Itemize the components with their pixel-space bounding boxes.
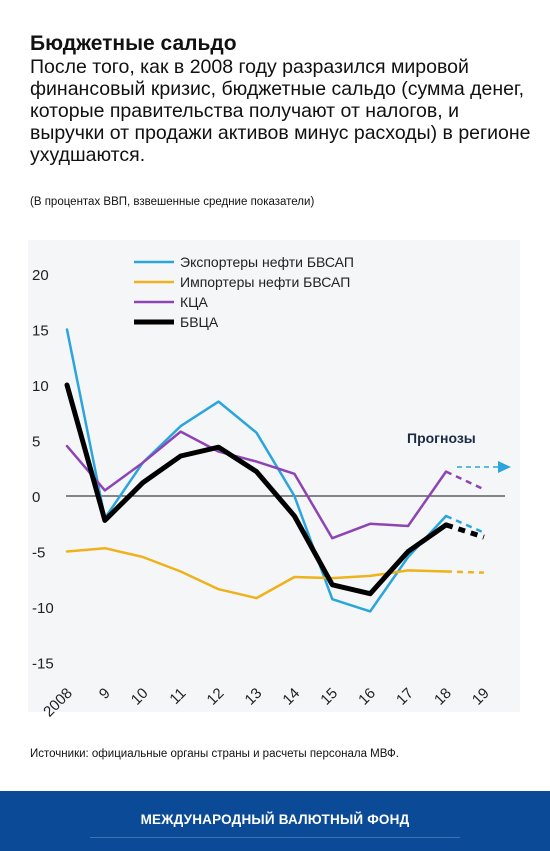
y-tick-label: 15 <box>32 323 49 340</box>
series-line-0 <box>65 328 448 613</box>
series-forecast-line-3 <box>445 522 485 540</box>
series-forecast-line-1 <box>445 570 484 574</box>
y-tick-label: 5 <box>32 434 40 451</box>
y-axis: 20 15 10 5 0 -5 -10 -15 <box>32 267 505 673</box>
x-tick-label: 13 <box>242 685 266 709</box>
x-tick-label: 17 <box>393 685 417 709</box>
series-forecast-line-2 <box>445 470 485 491</box>
x-tick-label: 9 <box>96 685 114 703</box>
y-tick-label: -15 <box>32 656 54 673</box>
series-lines <box>64 328 485 613</box>
forecast-label: Прогнозы <box>407 430 476 446</box>
footer-banner: МЕЖДУНАРОДНЫЙ ВАЛЮТНЫЙ ФОНД <box>0 791 550 851</box>
x-tick-label: 12 <box>204 685 228 709</box>
x-axis: 2008 9 10 11 12 13 14 15 16 17 18 19 <box>40 685 493 721</box>
series-forecast-line-0 <box>445 514 485 534</box>
series-line-2 <box>65 430 448 540</box>
forecast-annotation: Прогнозы <box>407 430 511 473</box>
footer-label: МЕЖДУНАРОДНЫЙ ВАЛЮТНЫЙ ФОНД <box>140 812 410 827</box>
x-tick-label: 11 <box>166 685 189 708</box>
plot-background <box>28 240 520 712</box>
x-tick-label: 16 <box>355 685 379 709</box>
legend-label: КЦА <box>180 294 209 310</box>
x-tick-label: 10 <box>128 685 152 709</box>
legend-label: БВЦА <box>180 314 219 330</box>
x-tick-label: 15 <box>317 685 341 709</box>
legend-label: Экспортеры нефти БВСАП <box>180 254 354 270</box>
x-tick-label: 14 <box>279 685 303 709</box>
y-tick-label: 10 <box>32 378 49 395</box>
forecast-arrow-head <box>498 461 511 473</box>
series-line-3 <box>64 382 449 597</box>
chart-subtitle: После того, как в 2008 году разразился м… <box>30 56 531 166</box>
x-tick-label: 2008 <box>40 685 76 721</box>
y-tick-label: -5 <box>32 545 45 562</box>
series-line-1 <box>65 546 448 600</box>
chart-units-note: (В процентах ВВП, взвешенные средние пок… <box>30 196 315 208</box>
x-tick-label: 18 <box>431 685 455 709</box>
y-tick-label: 0 <box>32 489 40 506</box>
y-tick-label: 20 <box>32 267 49 284</box>
chart-title: Бюджетные сальдо <box>30 32 237 55</box>
x-tick-label: 19 <box>469 685 493 709</box>
y-tick-label: -10 <box>32 600 54 617</box>
source-note: Источники: официальные органы страны и р… <box>30 748 399 760</box>
footer-divider <box>90 837 460 838</box>
legend: Экспортеры нефти БВСАП Импортеры нефти БВ… <box>134 254 354 330</box>
legend-label: Импортеры нефти БВСАП <box>180 274 350 290</box>
